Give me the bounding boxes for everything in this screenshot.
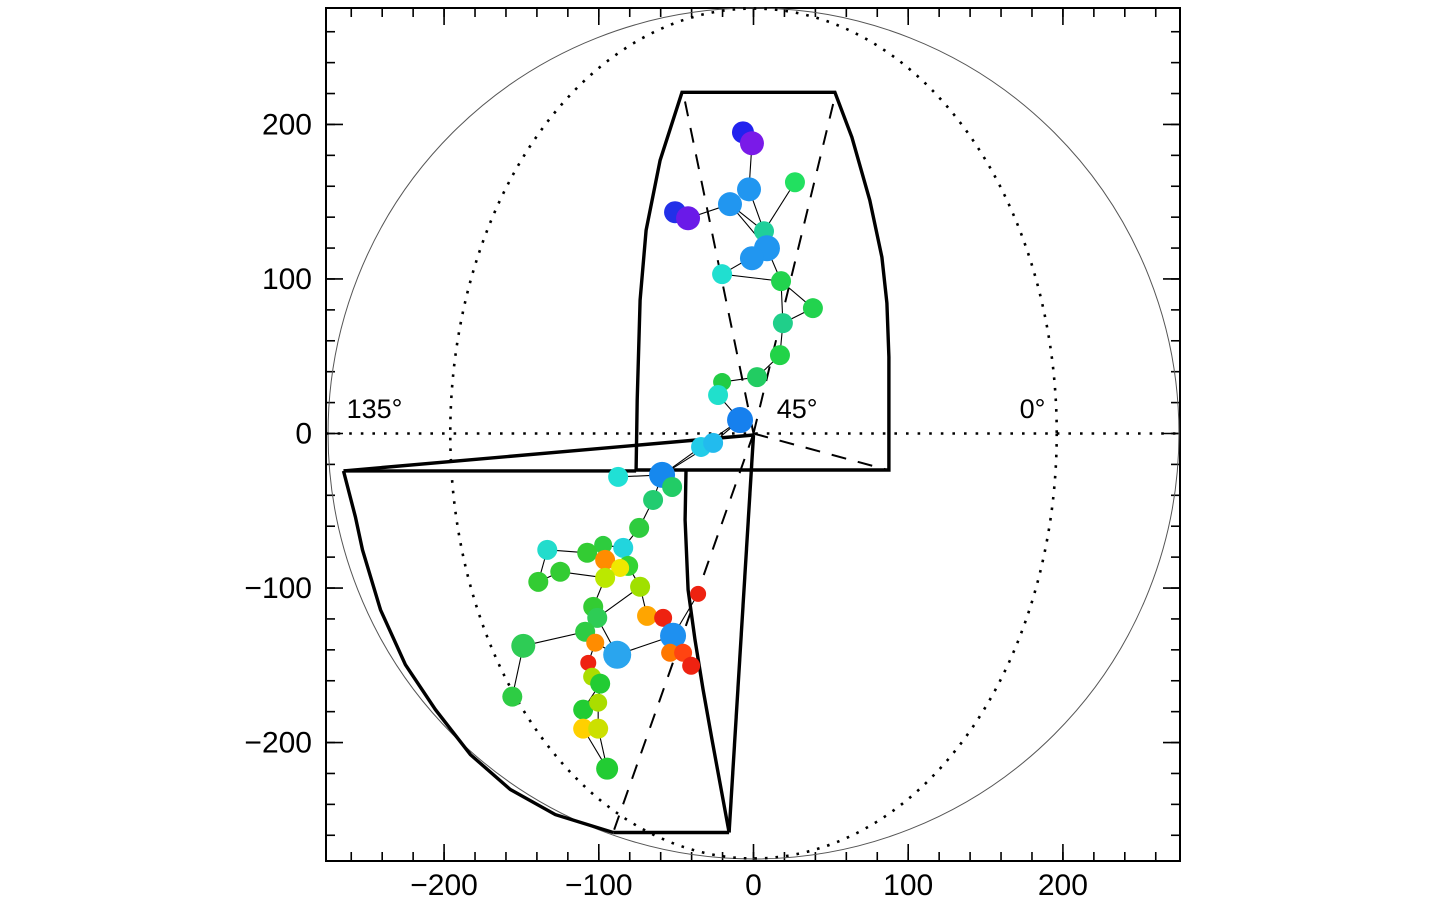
data-point bbox=[769, 345, 790, 366]
data-point bbox=[717, 192, 742, 217]
data-point bbox=[784, 172, 805, 193]
data-point bbox=[771, 271, 792, 292]
data-point bbox=[608, 466, 629, 487]
data-point bbox=[573, 699, 594, 720]
data-point bbox=[737, 177, 762, 202]
survey-outline-south-inner-edge bbox=[683, 470, 731, 833]
dashed-ray bbox=[753, 432, 889, 471]
data-point bbox=[802, 298, 823, 319]
survey-outline-south-sliver-top bbox=[343, 433, 754, 473]
data-point bbox=[690, 585, 707, 602]
data-point bbox=[630, 576, 651, 597]
data-point bbox=[588, 718, 609, 739]
survey-outline-north-region bbox=[634, 90, 891, 472]
survey-outline-south-outer-arc bbox=[341, 470, 614, 835]
x-tick-label: −100 bbox=[565, 869, 633, 902]
data-point bbox=[595, 549, 616, 570]
data-point bbox=[595, 567, 616, 588]
data-point bbox=[573, 718, 594, 739]
data-point bbox=[502, 686, 523, 707]
data-point bbox=[603, 640, 632, 669]
data-point bbox=[682, 656, 701, 675]
x-tick-label: 200 bbox=[1038, 869, 1088, 902]
x-tick-label: 100 bbox=[883, 869, 933, 902]
data-point bbox=[662, 476, 683, 497]
angle-label: 135° bbox=[347, 394, 403, 424]
y-tick-label: 200 bbox=[262, 108, 312, 141]
data-point bbox=[712, 264, 733, 285]
x-tick-label: 0 bbox=[745, 869, 762, 902]
data-point bbox=[637, 605, 658, 626]
data-point bbox=[590, 673, 611, 694]
data-point bbox=[747, 367, 768, 388]
data-point bbox=[577, 542, 598, 563]
data-point bbox=[537, 539, 558, 560]
data-point bbox=[550, 561, 571, 582]
data-point bbox=[654, 608, 673, 627]
data-point bbox=[580, 654, 597, 671]
dashed-ray bbox=[612, 433, 755, 833]
data-point bbox=[703, 432, 724, 453]
data-point bbox=[643, 489, 664, 510]
data-point bbox=[660, 622, 687, 649]
data-point bbox=[511, 633, 536, 658]
survey-outline-south-right-radial bbox=[727, 434, 756, 833]
y-tick-label: −200 bbox=[244, 727, 312, 760]
data-point bbox=[708, 385, 729, 406]
data-point bbox=[739, 131, 764, 156]
data-point bbox=[589, 693, 608, 712]
data-point bbox=[661, 643, 680, 662]
data-point bbox=[613, 537, 634, 558]
data-point bbox=[674, 643, 693, 662]
dashed-ray bbox=[682, 92, 755, 434]
data-point bbox=[611, 558, 630, 577]
dotted-ellipse bbox=[448, 7, 1059, 860]
data-point bbox=[739, 246, 764, 271]
y-tick-label: 0 bbox=[295, 418, 312, 451]
data-point bbox=[727, 407, 754, 434]
data-point bbox=[586, 633, 605, 652]
data-point bbox=[594, 535, 613, 554]
y-tick-label: −100 bbox=[244, 572, 312, 605]
angle-label: 0° bbox=[1020, 394, 1046, 424]
angle-label: 45° bbox=[777, 394, 818, 424]
dashed-ray bbox=[752, 92, 837, 434]
y-tick-label: 100 bbox=[262, 263, 312, 296]
x-tick-label: −200 bbox=[410, 869, 478, 902]
data-point bbox=[528, 571, 549, 592]
data-point bbox=[772, 313, 793, 334]
data-point bbox=[629, 517, 650, 538]
data-point bbox=[676, 206, 701, 231]
data-point bbox=[596, 757, 619, 780]
data-point bbox=[587, 607, 608, 628]
